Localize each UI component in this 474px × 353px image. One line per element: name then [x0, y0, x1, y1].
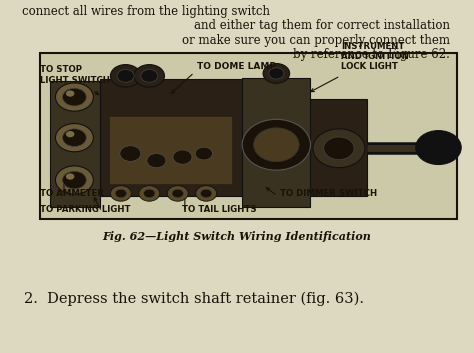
- Text: TO PARKING LIGHT: TO PARKING LIGHT: [40, 205, 131, 214]
- Circle shape: [134, 65, 164, 87]
- Circle shape: [416, 131, 461, 164]
- Circle shape: [66, 173, 74, 180]
- Circle shape: [263, 64, 290, 83]
- Text: Fig. 62—Light Switch Wiring Identification: Fig. 62—Light Switch Wiring Identificati…: [102, 231, 372, 242]
- Bar: [40, 53, 457, 219]
- Circle shape: [66, 90, 74, 97]
- Circle shape: [313, 129, 365, 168]
- Text: TO DOME LAMP: TO DOME LAMP: [197, 62, 276, 71]
- Circle shape: [66, 131, 74, 137]
- Bar: [109, 116, 232, 184]
- Circle shape: [55, 124, 93, 152]
- Circle shape: [139, 186, 160, 201]
- Circle shape: [195, 147, 212, 160]
- Circle shape: [63, 171, 86, 189]
- Bar: [50, 81, 100, 207]
- Circle shape: [144, 189, 155, 198]
- Text: 2.  Depress the switch shaft retainer (fig. 63).: 2. Depress the switch shaft retainer (fi…: [24, 291, 364, 306]
- Circle shape: [55, 166, 93, 194]
- Circle shape: [141, 70, 158, 82]
- Text: or make sure you can properly connect them: or make sure you can properly connect th…: [182, 34, 450, 47]
- Text: TO AMMETER: TO AMMETER: [40, 189, 104, 198]
- Circle shape: [254, 128, 299, 162]
- Text: by reference to Figure 62.: by reference to Figure 62.: [293, 48, 450, 61]
- Circle shape: [120, 146, 141, 161]
- Circle shape: [147, 154, 166, 168]
- Text: connect all wires from the lighting switch: connect all wires from the lighting swit…: [22, 5, 270, 18]
- Circle shape: [115, 189, 127, 198]
- Circle shape: [63, 88, 86, 106]
- Circle shape: [110, 65, 141, 87]
- Circle shape: [324, 137, 354, 160]
- Circle shape: [201, 189, 212, 198]
- Bar: [100, 79, 242, 196]
- Circle shape: [172, 189, 183, 198]
- Text: and either tag them for correct installation: and either tag them for correct installa…: [194, 19, 450, 32]
- Circle shape: [55, 83, 93, 111]
- Circle shape: [242, 119, 310, 170]
- Circle shape: [173, 150, 192, 164]
- Text: INSTRUMENT
AND IGNITION
LOCK LIGHT: INSTRUMENT AND IGNITION LOCK LIGHT: [341, 42, 409, 71]
- Circle shape: [117, 70, 134, 82]
- Text: TO DIMMER SWITCH: TO DIMMER SWITCH: [280, 189, 377, 198]
- Bar: [242, 78, 310, 207]
- Circle shape: [110, 186, 131, 201]
- Text: TO STOP
LIGHT SWITCH: TO STOP LIGHT SWITCH: [40, 65, 110, 85]
- Circle shape: [196, 186, 217, 201]
- Circle shape: [167, 186, 188, 201]
- Text: TO TAIL LIGHTS: TO TAIL LIGHTS: [182, 205, 257, 214]
- Bar: [310, 99, 367, 196]
- Circle shape: [269, 68, 284, 79]
- Circle shape: [63, 129, 86, 146]
